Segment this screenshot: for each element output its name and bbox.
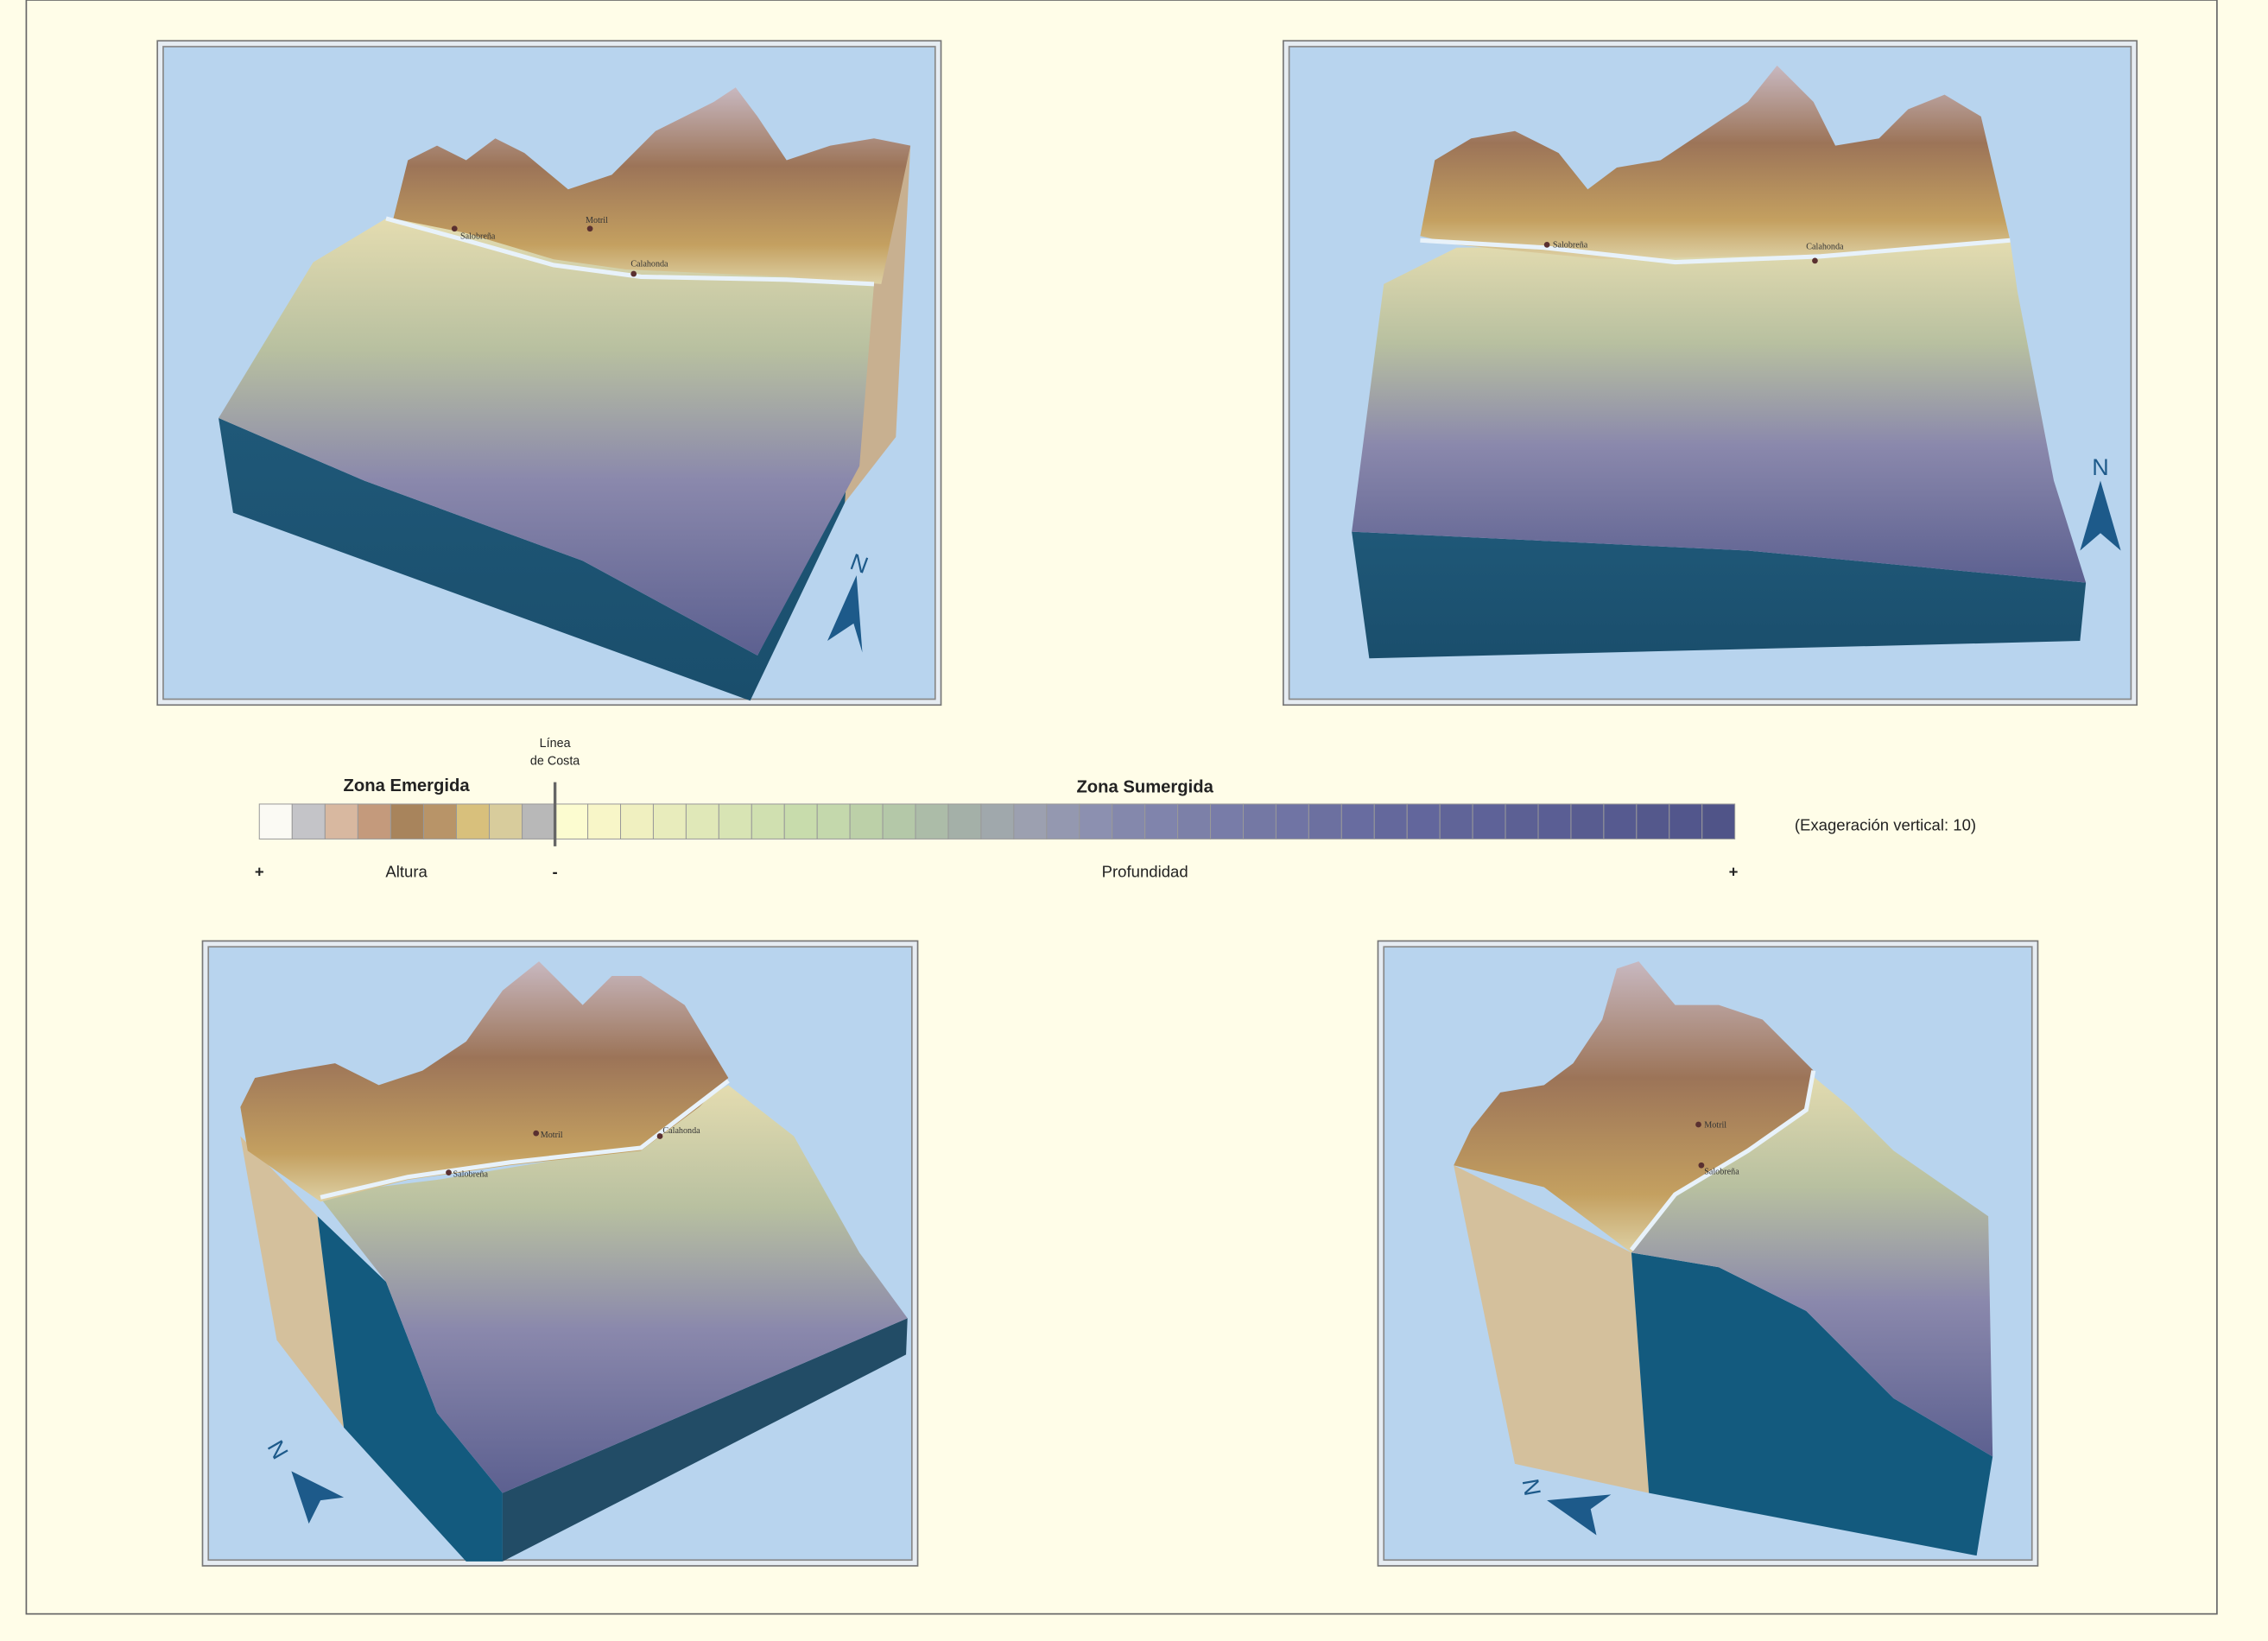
legend-swatch: [587, 803, 622, 840]
emerged-label: Zona Emergida: [344, 776, 471, 795]
plus-label: +: [255, 862, 264, 880]
place-label: Salobreña: [1553, 241, 1588, 250]
place-label: Motril: [541, 1131, 563, 1140]
plus-label: +: [1729, 862, 1739, 880]
legend-swatch: [357, 803, 391, 840]
legend-swatch: [849, 803, 884, 840]
north-arrow: [827, 575, 863, 653]
legend-swatch: [455, 803, 491, 840]
legend-swatch: [554, 803, 589, 840]
legend-swatch: [1210, 803, 1244, 840]
north-label: N: [2092, 454, 2108, 480]
terrain-panel: Salobreña Motril Calahonda N: [201, 940, 919, 1567]
height-label: Altura: [385, 862, 428, 880]
legend-swatch: [783, 803, 818, 840]
legend-swatch: [718, 803, 752, 840]
place-label: Salobreña: [1704, 1167, 1739, 1176]
legend-swatch: [1242, 803, 1277, 840]
legend-swatch: [390, 803, 424, 840]
scale-note: (Exageración vertical: 10): [1795, 815, 1976, 833]
legend-swatch: [522, 803, 556, 840]
terrain-panel: Salobreña Motril Calahonda N: [156, 40, 942, 706]
terrain-panel: Salobreña Calahonda N: [1283, 40, 2138, 706]
legend-swatch: [1373, 803, 1408, 840]
legend-swatch: [980, 803, 1015, 840]
legend-swatch: [1079, 803, 1113, 840]
legend-swatch: [751, 803, 785, 840]
legend-swatch: [947, 803, 982, 840]
legend-swatch: [1701, 803, 1736, 840]
legend-swatch: [652, 803, 687, 840]
place-label: Calahonda: [630, 260, 668, 269]
legend-swatch: [258, 803, 293, 840]
legend-swatch: [1177, 803, 1212, 840]
terrain-panel: Motril Salobreña N: [1377, 940, 2039, 1567]
north-arrow: [1547, 1494, 1612, 1536]
place-label: Salobreña: [453, 1170, 489, 1180]
legend-swatch: [1308, 803, 1342, 840]
legend-swatch: [489, 803, 523, 840]
legend-swatch: [1406, 803, 1441, 840]
legend-swatch: [1472, 803, 1506, 840]
legend-swatch: [1013, 803, 1048, 840]
place-label: Calahonda: [1806, 242, 1844, 251]
legend-swatch: [1505, 803, 1539, 840]
minus-label: -: [553, 862, 558, 880]
north-arrow: [2080, 480, 2121, 551]
legend-swatch: [1636, 803, 1670, 840]
legend-swatch: [915, 803, 949, 840]
place-label: Motril: [586, 216, 608, 225]
north-arrow: [291, 1471, 345, 1524]
legend-swatch: [291, 803, 326, 840]
legend-swatch: [620, 803, 654, 840]
depth-label: Profundidad: [1102, 862, 1188, 880]
legend: Línea de Costa Zona Emergida Zona Sumerg…: [255, 737, 1976, 880]
legend-swatch: [1112, 803, 1146, 840]
legend-swatch: [324, 803, 358, 840]
legend-swatch: [1046, 803, 1080, 840]
coast-label: Línea: [540, 737, 571, 751]
coast-label: de Costa: [530, 754, 580, 768]
legend-swatch: [1439, 803, 1473, 840]
legend-swatch: [816, 803, 851, 840]
legend-swatch: [1537, 803, 1572, 840]
legend-swatch: [1570, 803, 1605, 840]
place-label: Salobreña: [460, 232, 496, 242]
legend-swatch: [1669, 803, 1703, 840]
legend-swatch: [1144, 803, 1179, 840]
legend-swatch: [1275, 803, 1309, 840]
legend-swatch: [882, 803, 916, 840]
place-label: Calahonda: [662, 1126, 700, 1136]
place-label: Motril: [1704, 1120, 1726, 1130]
submerged-label: Zona Sumergida: [1076, 777, 1213, 796]
legend-swatch: [1340, 803, 1375, 840]
legend-swatch: [685, 803, 719, 840]
legend-swatch: [1603, 803, 1638, 840]
legend-swatch: [422, 803, 458, 840]
